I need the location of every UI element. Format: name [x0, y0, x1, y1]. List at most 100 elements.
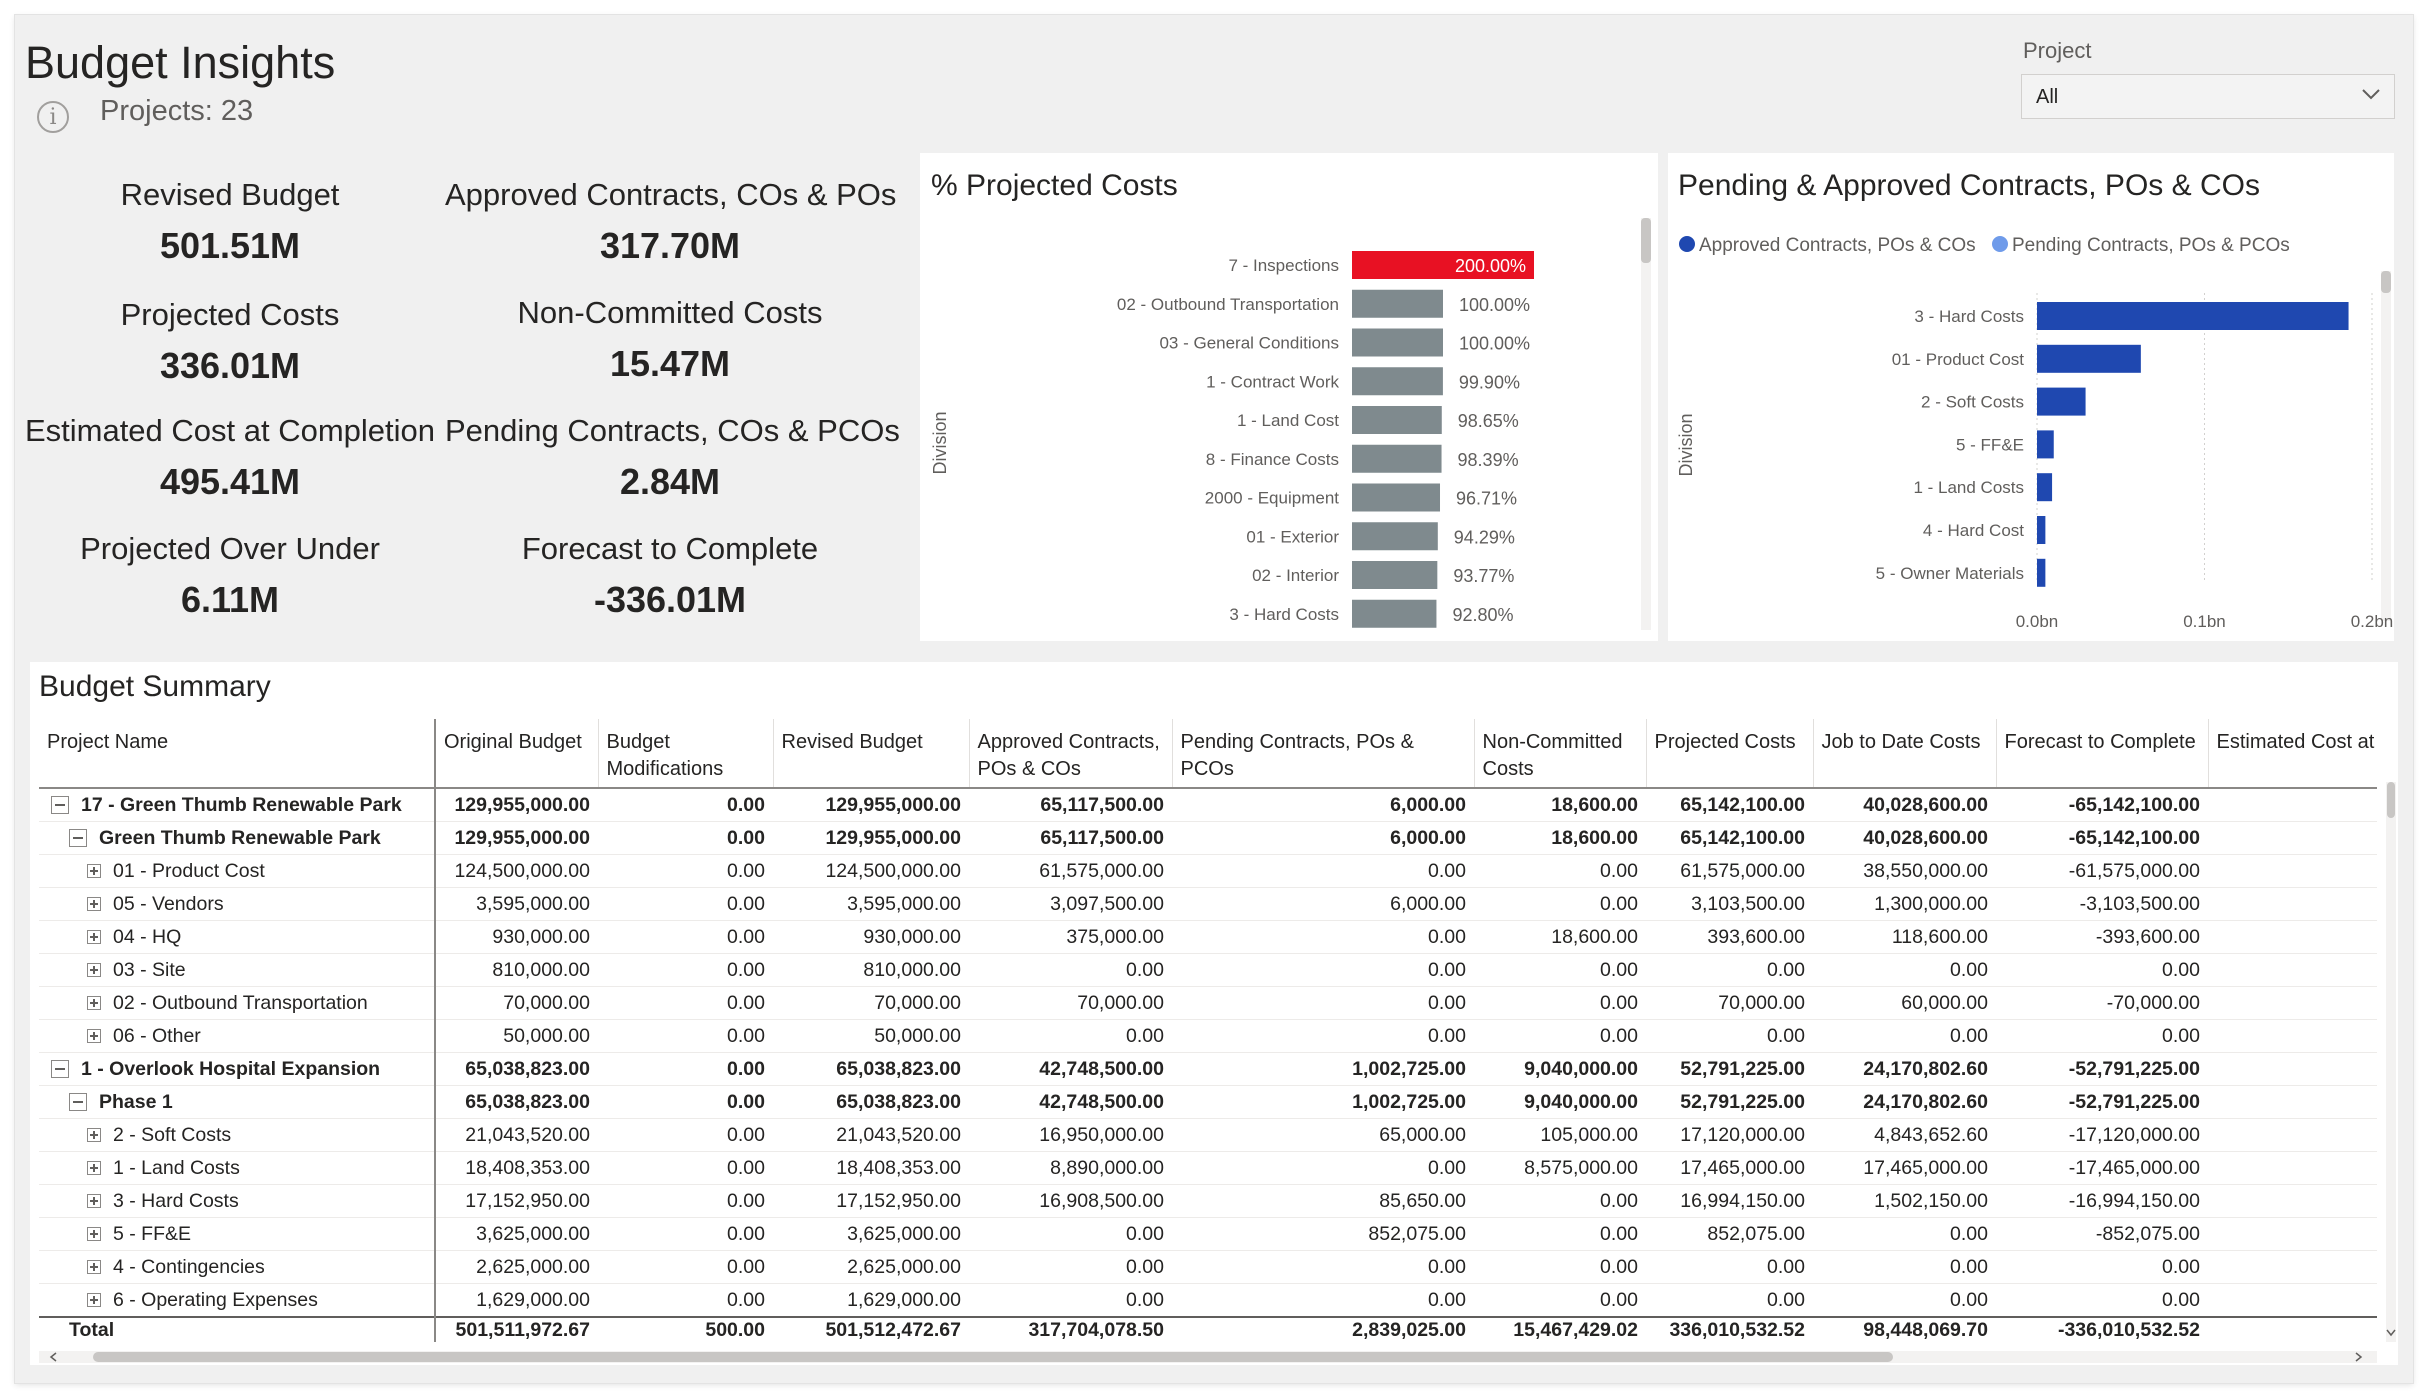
- table-row[interactable]: 3 - Hard Costs 17,152,950.00 0.00 17,152,95…: [39, 1184, 2377, 1218]
- expand-icon[interactable]: [87, 1260, 101, 1275]
- column-header[interactable]: Budget Modifications: [598, 719, 774, 789]
- contracts-chart-panel[interactable]: Pending & Approved Contracts, POs & COs …: [1668, 153, 2394, 641]
- scroll-right-icon[interactable]: [2355, 1352, 2363, 1362]
- bar[interactable]: [1352, 483, 1441, 512]
- vertical-scrollbar-track[interactable]: [2381, 271, 2391, 621]
- value-cell: -52,791,225.00: [1996, 1085, 2208, 1119]
- column-header[interactable]: Original Budget: [435, 719, 599, 789]
- expand-icon[interactable]: [87, 930, 101, 945]
- expand-icon[interactable]: [87, 1128, 101, 1143]
- data-label: 96.71%: [1456, 489, 1517, 509]
- bar[interactable]: [2037, 516, 2046, 544]
- column-header[interactable]: Project Name: [39, 719, 436, 789]
- table-row[interactable]: 1 - Overlook Hospital Expansion 65,038,82…: [39, 1052, 2377, 1086]
- value-cell: 0.00: [1474, 1184, 1646, 1218]
- value-cell: 65,038,823.00: [435, 1085, 598, 1119]
- expand-icon[interactable]: [87, 897, 101, 912]
- table-row[interactable]: Phase 1 65,038,823.00 0.00 65,038,823.00 42,…: [39, 1085, 2377, 1119]
- expand-icon[interactable]: [87, 996, 101, 1011]
- legend-item[interactable]: Approved Contracts, POs & COs: [1699, 235, 1976, 256]
- vertical-scrollbar-thumb[interactable]: [2381, 271, 2391, 293]
- value-cell: 61,575,000.00: [969, 854, 1172, 888]
- value-cell: [2208, 1019, 2377, 1053]
- project-filter-label: Project: [2023, 38, 2092, 63]
- table-row[interactable]: 01 - Product Cost 124,500,000.00 0.00 124,5…: [39, 854, 2377, 888]
- vertical-scrollbar-thumb[interactable]: [1641, 218, 1651, 263]
- value-cell: 0.00: [598, 986, 773, 1020]
- bar[interactable]: [1352, 328, 1443, 357]
- bar[interactable]: [1352, 444, 1442, 473]
- column-header[interactable]: Estimated Cost at: [2208, 719, 2377, 789]
- bar[interactable]: [1352, 251, 1534, 279]
- table-row[interactable]: 17 - Green Thumb Renewable Park 129,955,0…: [39, 788, 2377, 822]
- vertical-scrollbar[interactable]: [2386, 782, 2396, 1342]
- kpi-approved-contracts: Approved Contracts, COs & POs 317.70M: [445, 177, 896, 267]
- bar[interactable]: [1352, 561, 1438, 589]
- value-cell: 0.00: [1172, 1019, 1474, 1053]
- value-cell: 52,791,225.00: [1646, 1085, 1813, 1119]
- data-label: 99.90%: [1459, 372, 1520, 392]
- value-cell: 17,120,000.00: [1646, 1118, 1813, 1152]
- table-row[interactable]: Green Thumb Renewable Park 129,955,000.00…: [39, 821, 2377, 855]
- bar[interactable]: [2037, 430, 2054, 459]
- column-header[interactable]: Job to Date Costs: [1813, 719, 1997, 789]
- table-row[interactable]: 4 - Contingencies 2,625,000.00 0.00 2,625,0…: [39, 1250, 2377, 1284]
- expand-icon[interactable]: [87, 1194, 101, 1209]
- value-cell: 3,097,500.00: [969, 887, 1172, 921]
- row-label: Phase 1: [99, 1090, 173, 1113]
- value-cell: -61,575,000.00: [1996, 854, 2208, 888]
- bar[interactable]: [2037, 473, 2053, 502]
- column-header[interactable]: Forecast to Complete: [1996, 719, 2209, 789]
- table-row[interactable]: 05 - Vendors 3,595,000.00 0.00 3,595,000.00…: [39, 887, 2377, 921]
- bar[interactable]: [1352, 406, 1442, 434]
- table-row[interactable]: 02 - Outbound Transportation 70,000.00 0.0…: [39, 986, 2377, 1020]
- expand-icon[interactable]: [87, 1161, 101, 1176]
- value-cell: 3,103,500.00: [1646, 887, 1813, 921]
- collapse-icon[interactable]: [51, 1060, 69, 1079]
- scroll-down-icon[interactable]: [2386, 1329, 2396, 1337]
- table-row[interactable]: 1 - Land Costs 18,408,353.00 0.00 18,408,35…: [39, 1151, 2377, 1185]
- bar[interactable]: [2037, 302, 2349, 330]
- table-row[interactable]: 04 - HQ 930,000.00 0.00 930,000.00 375,000.0…: [39, 920, 2377, 954]
- collapse-icon[interactable]: [69, 829, 87, 848]
- table-row[interactable]: 06 - Other 50,000.00 0.00 50,000.00 0.00 0.00…: [39, 1019, 2377, 1053]
- bar[interactable]: [2037, 558, 2046, 587]
- info-icon[interactable]: i: [37, 101, 69, 133]
- expand-icon[interactable]: [87, 963, 101, 978]
- horizontal-scrollbar[interactable]: [39, 1351, 2377, 1363]
- bar[interactable]: [1352, 599, 1437, 628]
- expand-icon[interactable]: [87, 1293, 101, 1308]
- column-header[interactable]: Revised Budget: [773, 719, 970, 789]
- column-header[interactable]: Pending Contracts, POs & PCOs: [1172, 719, 1475, 789]
- table-row[interactable]: 5 - FF&E 3,625,000.00 0.00 3,625,000.00 0.00…: [39, 1217, 2377, 1251]
- budget-summary-table[interactable]: Project Name Original Budget Budget Modifi…: [39, 719, 2377, 1351]
- column-header[interactable]: Projected Costs: [1646, 719, 1814, 789]
- expand-icon[interactable]: [87, 864, 101, 879]
- table-row[interactable]: 6 - Operating Expenses 1,629,000.00 0.00 1,…: [39, 1283, 2377, 1318]
- data-label: 100.00%: [1459, 295, 1530, 315]
- value-cell: 124,500,000.00: [435, 854, 598, 888]
- collapse-icon[interactable]: [51, 796, 69, 815]
- value-cell: 65,142,100.00: [1646, 788, 1813, 822]
- column-header[interactable]: Non-Committed Costs: [1474, 719, 1647, 789]
- kpi-value: 317.70M: [599, 225, 741, 266]
- total-value-cell: 2,839,025.00: [1172, 1316, 1474, 1342]
- expand-icon[interactable]: [87, 1029, 101, 1044]
- bar[interactable]: [1352, 522, 1438, 551]
- expand-icon[interactable]: [87, 1227, 101, 1242]
- bar[interactable]: [1352, 367, 1443, 396]
- vertical-scrollbar-track[interactable]: [1641, 218, 1651, 630]
- legend-item[interactable]: Pending Contracts, POs & PCOs: [2012, 235, 2290, 256]
- scroll-left-icon[interactable]: [49, 1352, 57, 1362]
- bar[interactable]: [2037, 344, 2141, 373]
- project-filter-dropdown[interactable]: All: [2021, 74, 2395, 119]
- table-row[interactable]: 03 - Site 810,000.00 0.00 810,000.00 0.00 0.0…: [39, 953, 2377, 987]
- collapse-icon[interactable]: [69, 1093, 87, 1112]
- bar[interactable]: [2037, 387, 2086, 416]
- table-row[interactable]: 2 - Soft Costs 21,043,520.00 0.00 21,043,52…: [39, 1118, 2377, 1152]
- value-cell: 852,075.00: [1172, 1217, 1474, 1251]
- bar[interactable]: [1352, 289, 1443, 318]
- column-header[interactable]: Approved Contracts, POs & COs: [969, 719, 1173, 789]
- projected-costs-chart-panel[interactable]: % Projected Costs Division 7 - Inspectio…: [920, 153, 1658, 641]
- category-label: 3 - Hard Costs: [1914, 307, 2024, 326]
